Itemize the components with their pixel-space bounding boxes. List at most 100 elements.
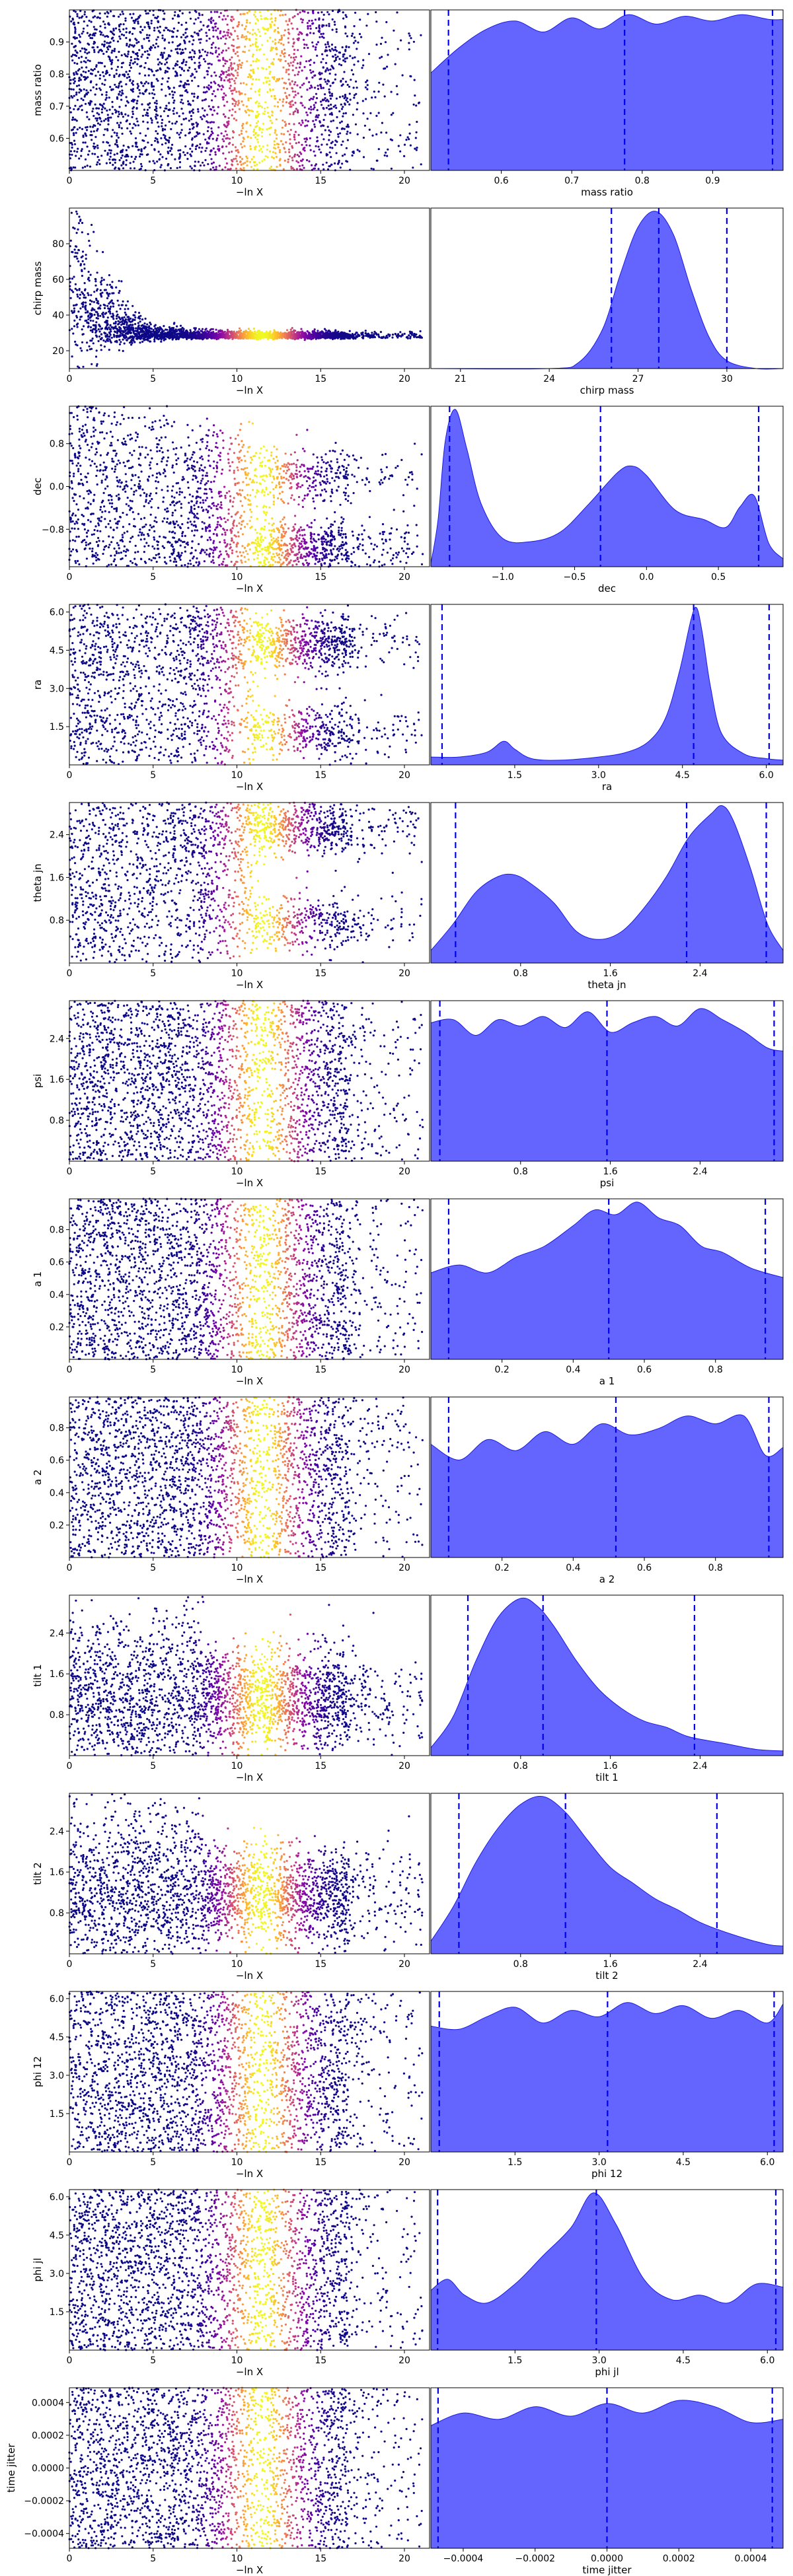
- scatter-point: [79, 89, 81, 90]
- scatter-point: [378, 82, 380, 84]
- scatter-point: [89, 125, 91, 127]
- scatter-point: [309, 69, 311, 71]
- scatter-point: [71, 154, 73, 156]
- scatter-point: [367, 84, 369, 86]
- scatter-point: [183, 70, 185, 72]
- scatter-point: [136, 100, 138, 102]
- scatter-point: [70, 150, 72, 152]
- scatter-point: [153, 14, 155, 16]
- scatter-point: [71, 119, 73, 121]
- scatter-point: [164, 128, 166, 130]
- scatter-point: [241, 62, 243, 64]
- scatter-point: [194, 62, 196, 64]
- scatter-point: [336, 28, 338, 30]
- scatter-point: [220, 74, 222, 76]
- scatter-point: [228, 151, 230, 153]
- scatter-point: [161, 143, 163, 145]
- scatter-point: [309, 145, 311, 147]
- scatter-point: [340, 144, 342, 146]
- scatter-point: [98, 163, 100, 165]
- scatter-point: [227, 24, 229, 26]
- scatter-point: [157, 133, 159, 135]
- scatter-point: [85, 66, 87, 68]
- scatter-point: [327, 69, 329, 71]
- scatter-point: [150, 118, 152, 120]
- scatter-point: [223, 135, 225, 137]
- scatter-point: [182, 112, 184, 114]
- scatter-point: [356, 108, 358, 110]
- scatter-point: [235, 155, 237, 157]
- scatter-point: [89, 20, 91, 22]
- scatter-point: [193, 22, 195, 24]
- scatter-point: [254, 148, 256, 150]
- scatter-point: [329, 94, 331, 96]
- scatter-point: [145, 13, 147, 15]
- scatter-point: [290, 129, 292, 131]
- scatter-point: [323, 119, 325, 121]
- scatter-point: [212, 42, 214, 44]
- scatter-point: [227, 168, 229, 170]
- scatter-point: [222, 138, 224, 140]
- scatter-point: [346, 35, 348, 37]
- scatter-point: [293, 123, 295, 125]
- scatter-point: [328, 139, 330, 141]
- scatter-point: [107, 124, 109, 125]
- scatter-point: [137, 20, 139, 22]
- scatter-point: [301, 144, 303, 146]
- scatter-point: [336, 127, 338, 129]
- scatter-point: [317, 41, 319, 43]
- scatter-point: [375, 20, 377, 22]
- scatter-point: [178, 22, 180, 24]
- scatter-point: [293, 155, 295, 157]
- scatter-point: [315, 145, 317, 147]
- scatter-point: [293, 15, 295, 17]
- scatter-point: [83, 60, 85, 62]
- scatter-point: [295, 67, 297, 69]
- scatter-point: [193, 96, 195, 98]
- scatter-point: [235, 77, 237, 79]
- scatter-point: [121, 127, 123, 129]
- scatter-point: [239, 108, 241, 110]
- scatter-point: [73, 140, 75, 142]
- scatter-point: [198, 50, 200, 52]
- scatter-point: [217, 134, 219, 136]
- scatter-point: [115, 56, 117, 58]
- scatter-point: [79, 17, 81, 18]
- scatter-point: [161, 52, 163, 54]
- scatter-point: [116, 139, 118, 141]
- scatter-point: [125, 37, 127, 39]
- scatter-point: [137, 41, 139, 43]
- scatter-point: [348, 104, 350, 106]
- scatter-point: [70, 111, 72, 113]
- scatter-point: [142, 121, 144, 123]
- scatter-point: [367, 13, 369, 15]
- scatter-point: [249, 32, 251, 34]
- scatter-point: [134, 61, 136, 63]
- scatter-point: [233, 80, 235, 82]
- scatter-point: [298, 141, 300, 143]
- scatter-point: [251, 83, 253, 85]
- scatter-point: [147, 141, 149, 143]
- scatter-point: [240, 143, 242, 145]
- scatter-point: [81, 148, 83, 150]
- scatter-point: [289, 18, 291, 20]
- scatter-point: [336, 98, 338, 100]
- scatter-point: [255, 60, 257, 62]
- scatter-point: [188, 120, 190, 122]
- scatter-point: [328, 91, 330, 93]
- scatter-point: [107, 48, 109, 50]
- scatter-point: [291, 157, 293, 159]
- scatter-point: [102, 141, 104, 143]
- scatter-point: [284, 14, 286, 16]
- scatter-point: [270, 95, 272, 97]
- scatter-point: [258, 162, 260, 164]
- scatter-point: [231, 67, 233, 69]
- scatter-point: [122, 28, 124, 30]
- scatter-point: [130, 13, 132, 15]
- scatter-point: [276, 156, 278, 158]
- scatter-point: [225, 94, 227, 96]
- scatter-point: [237, 74, 239, 76]
- scatter-point: [353, 63, 355, 65]
- scatter-point: [93, 51, 95, 53]
- scatter-point: [206, 90, 208, 92]
